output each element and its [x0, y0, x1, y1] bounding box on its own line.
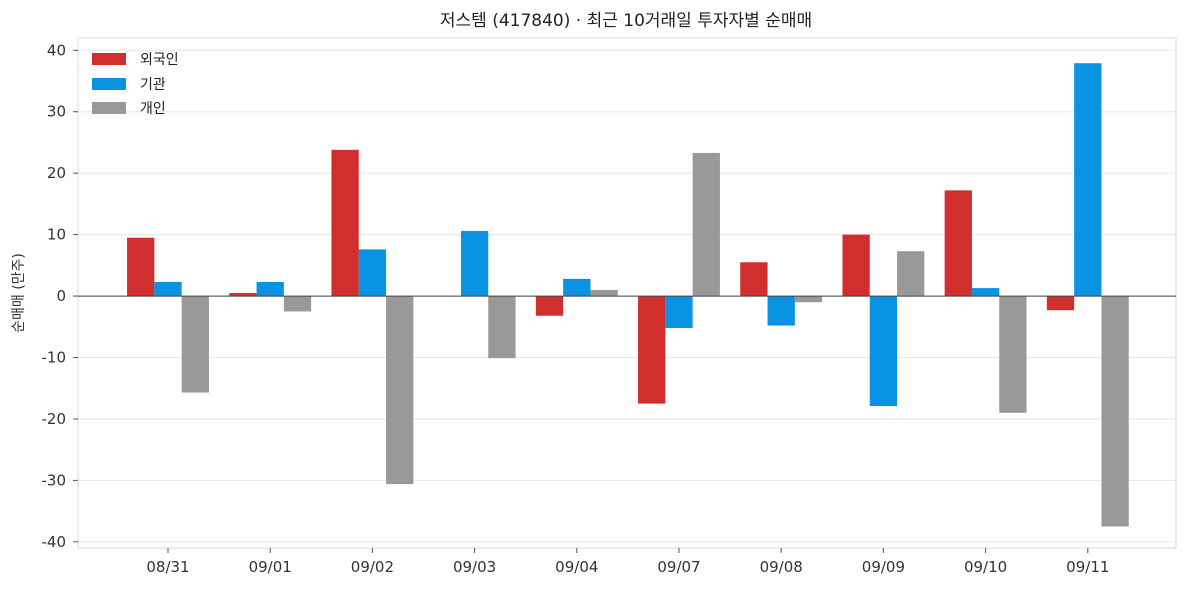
bar-institution — [768, 296, 795, 325]
y-tick-label: 10 — [47, 226, 66, 244]
x-tick-label: 09/04 — [555, 558, 598, 576]
bar-individual — [999, 296, 1026, 413]
x-tick-label: 09/02 — [351, 558, 394, 576]
x-tick-label: 09/10 — [964, 558, 1007, 576]
legend-label-foreign: 외국인 — [140, 52, 179, 68]
y-axis-ticks: 40 30 20 10 0 -10 -20 -30 -40 — [42, 41, 79, 551]
legend-label-institution: 기관 — [140, 77, 166, 93]
x-tick-label: 09/11 — [1066, 558, 1109, 576]
x-axis-ticks: 08/31 09/01 09/02 09/03 09/04 09/07 09/08 09/09… — [146, 548, 1109, 576]
bar-individual — [693, 153, 720, 296]
bar-institution — [359, 249, 386, 296]
bar-institution — [257, 282, 284, 296]
y-tick-label: -20 — [42, 410, 67, 428]
bar-foreign — [127, 238, 154, 296]
x-tick-label: 09/07 — [657, 558, 700, 576]
bar-institution — [563, 279, 590, 296]
y-axis-title: 순매매 (만주) — [11, 253, 27, 333]
bar-individual — [795, 296, 822, 302]
bar-individual — [386, 296, 413, 484]
bar-individual — [1101, 296, 1128, 526]
bar-individual — [488, 296, 515, 358]
y-tick-label: 0 — [56, 287, 66, 305]
legend: 외국인 기관 개인 — [92, 52, 179, 117]
legend-swatch-institution — [92, 78, 126, 90]
bar-foreign — [638, 296, 665, 404]
x-tick-label: 09/03 — [453, 558, 496, 576]
bar-foreign — [536, 296, 563, 316]
y-tick-label: 40 — [47, 41, 66, 59]
bar-institution — [665, 296, 692, 328]
bar-individual — [590, 290, 617, 296]
bar-foreign — [331, 150, 358, 296]
y-tick-label: -40 — [42, 533, 67, 551]
bar-individual — [182, 296, 209, 392]
bar-foreign — [842, 235, 869, 296]
x-tick-label: 09/01 — [249, 558, 292, 576]
chart-title: 저스템 (417840) · 최근 10거래일 투자자별 순매매 — [440, 11, 812, 31]
bar-institution — [1074, 63, 1101, 296]
bar-institution — [972, 288, 999, 296]
y-tick-label: -10 — [42, 349, 67, 367]
legend-swatch-foreign — [92, 53, 126, 65]
bar-individual — [897, 251, 924, 296]
bars — [127, 63, 1129, 526]
x-tick-label: 09/08 — [760, 558, 803, 576]
bar-individual — [284, 296, 311, 311]
y-tick-label: 20 — [47, 164, 66, 182]
y-tick-label: 30 — [47, 103, 66, 121]
bar-foreign — [740, 262, 767, 296]
bar-institution — [154, 282, 181, 296]
legend-label-individual: 개인 — [140, 101, 166, 117]
bar-foreign — [945, 190, 972, 296]
bar-institution — [461, 231, 488, 296]
bar-foreign — [1047, 296, 1074, 310]
x-tick-label: 09/09 — [862, 558, 905, 576]
bar-institution — [870, 296, 897, 406]
x-tick-label: 08/31 — [146, 558, 189, 576]
y-tick-label: -30 — [42, 471, 67, 489]
legend-swatch-individual — [92, 102, 126, 114]
